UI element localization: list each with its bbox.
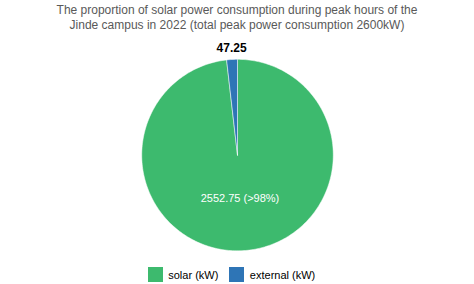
html-text:external (kW): external (kW) — [249, 268, 316, 281]
html-text:solar (kW): solar (kW) — [168, 268, 219, 281]
svg-text:2552.75 (>98%): 2552.75 (>98%) — [201, 192, 280, 204]
html-text:The proportion of solar power: The proportion of solar power consumptio… — [56, 3, 418, 32]
svg-text:47.25: 47.25 — [217, 41, 247, 55]
